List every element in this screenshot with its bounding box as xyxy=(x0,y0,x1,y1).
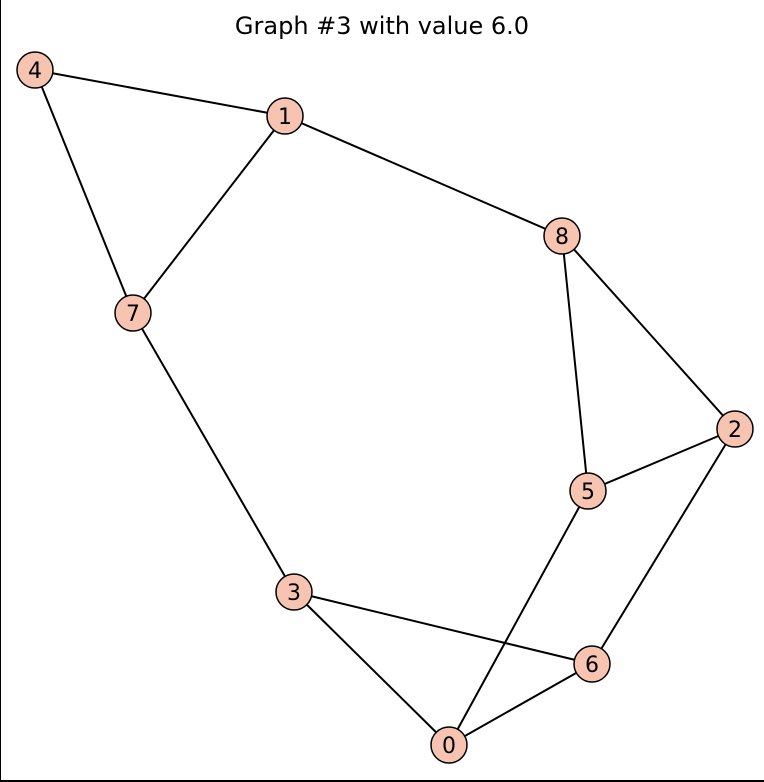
edge-8-2 xyxy=(561,235,736,430)
edge-layer xyxy=(34,69,736,746)
graph-title: Graph #3 with value 6.0 xyxy=(234,12,530,40)
edge-8-5 xyxy=(561,235,589,492)
node-5: 5 xyxy=(569,472,607,510)
node-circle xyxy=(16,51,54,89)
node-layer: 0 1 2 3 4 5 6 7 8 xyxy=(16,51,754,764)
frame-bottom-border xyxy=(0,780,764,782)
node-label: 8 xyxy=(555,225,569,250)
node-label: 3 xyxy=(287,581,301,606)
node-circle xyxy=(266,97,304,135)
node-6: 6 xyxy=(573,645,611,683)
edge-4-1 xyxy=(34,69,286,117)
node-circle xyxy=(430,726,468,764)
node-circle xyxy=(114,294,152,332)
node-circle xyxy=(569,472,607,510)
node-circle xyxy=(573,645,611,683)
node-3: 3 xyxy=(275,573,313,611)
node-label: 2 xyxy=(728,418,742,443)
node-0: 0 xyxy=(430,726,468,764)
edge-2-6 xyxy=(591,428,736,665)
node-label: 0 xyxy=(442,734,456,759)
edge-6-0 xyxy=(448,663,593,746)
node-circle xyxy=(275,573,313,611)
edge-2-5 xyxy=(587,428,736,492)
node-circle xyxy=(543,217,581,255)
node-label: 4 xyxy=(28,59,42,84)
node-2: 2 xyxy=(716,410,754,448)
node-4: 4 xyxy=(16,51,54,89)
node-label: 1 xyxy=(278,105,292,130)
node-label: 5 xyxy=(581,480,595,505)
node-circle xyxy=(716,410,754,448)
node-8: 8 xyxy=(543,217,581,255)
node-label: 6 xyxy=(585,653,599,678)
edge-4-7 xyxy=(34,69,134,314)
frame-left-border xyxy=(0,0,1,782)
edge-5-0 xyxy=(448,490,589,746)
edge-3-0 xyxy=(293,591,450,746)
edge-7-3 xyxy=(132,312,295,593)
node-label: 7 xyxy=(126,302,140,327)
edge-1-7 xyxy=(132,115,286,314)
node-1: 1 xyxy=(266,97,304,135)
edge-1-8 xyxy=(284,115,563,237)
node-7: 7 xyxy=(114,294,152,332)
edge-3-6 xyxy=(293,591,593,665)
